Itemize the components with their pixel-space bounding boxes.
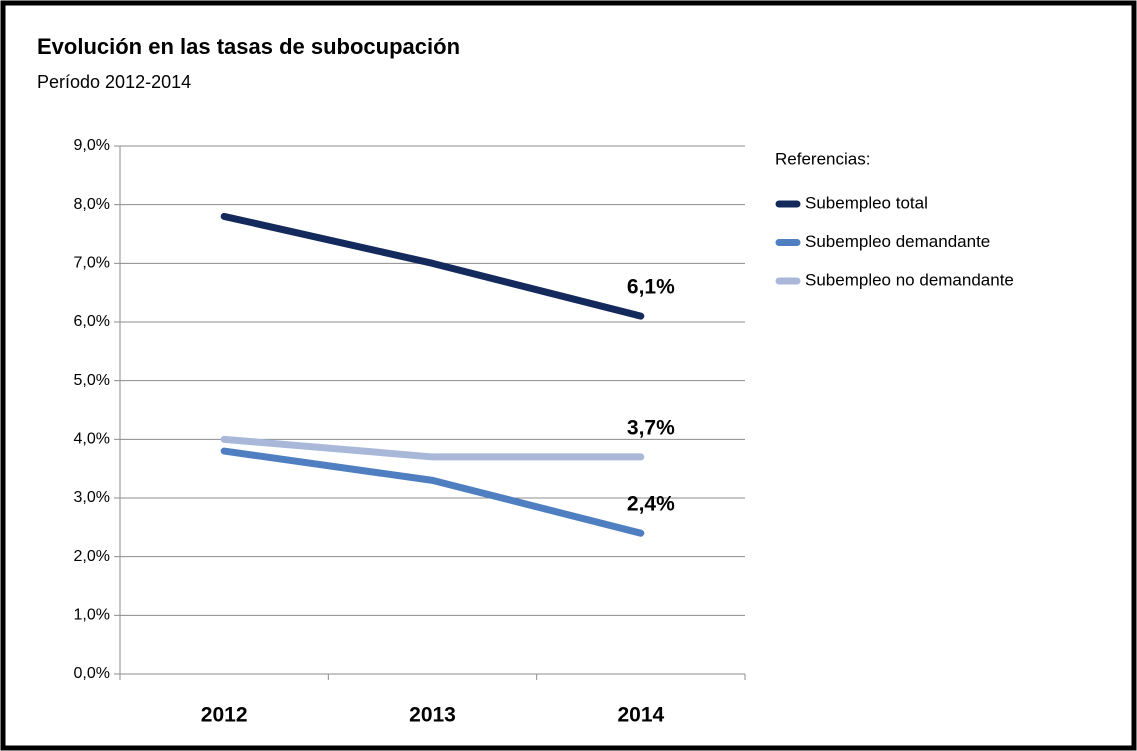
y-tick-label: 7,0%	[74, 255, 110, 272]
y-tick-label: 4,0%	[74, 431, 110, 448]
x-tick-label: 2013	[409, 704, 456, 727]
y-tick-label: 9,0%	[74, 137, 110, 154]
y-tick-label: 5,0%	[74, 372, 110, 389]
series-line	[220, 435, 645, 461]
x-tick-label: 2012	[201, 704, 248, 727]
y-tick-label: 3,0%	[74, 489, 110, 506]
y-tick-label: 6,0%	[74, 313, 110, 330]
data-label: 3,7%	[627, 416, 675, 439]
y-tick-label: 0,0%	[74, 665, 110, 682]
data-label: 6,1%	[627, 276, 675, 299]
y-tick-label: 8,0%	[74, 196, 110, 213]
chart-title: Evolución en las tasas de subocupación	[37, 34, 460, 59]
data-label: 2,4%	[627, 493, 675, 516]
y-tick-label: 1,0%	[74, 607, 110, 624]
series-line	[220, 447, 645, 537]
legend-label: Subempleo demandante	[805, 232, 990, 251]
chart-subtitle: Período 2012-2014	[37, 72, 191, 92]
legend-label: Subempleo total	[805, 193, 928, 212]
x-tick-label: 2014	[617, 704, 664, 727]
series-line	[220, 212, 645, 320]
legend-title: Referencias:	[775, 149, 870, 168]
legend-label: Subempleo no demandante	[805, 270, 1014, 289]
y-tick-label: 2,0%	[74, 548, 110, 565]
